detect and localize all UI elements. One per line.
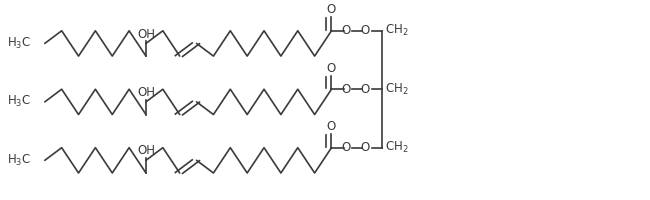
Text: O: O bbox=[327, 62, 336, 75]
Text: $\mathregular{CH_2}$: $\mathregular{CH_2}$ bbox=[385, 82, 408, 97]
Text: O: O bbox=[341, 141, 350, 154]
Text: $\mathregular{H_3C}$: $\mathregular{H_3C}$ bbox=[7, 36, 31, 51]
Text: $\mathregular{H_3C}$: $\mathregular{H_3C}$ bbox=[7, 94, 31, 109]
Text: $\mathregular{H_3C}$: $\mathregular{H_3C}$ bbox=[7, 153, 31, 168]
Text: O: O bbox=[327, 120, 336, 133]
Text: O: O bbox=[341, 83, 350, 96]
Text: OH: OH bbox=[137, 86, 155, 99]
Text: OH: OH bbox=[137, 144, 155, 157]
Text: OH: OH bbox=[137, 28, 155, 41]
Text: O: O bbox=[361, 83, 370, 96]
Text: O: O bbox=[361, 24, 370, 37]
Text: O: O bbox=[361, 141, 370, 154]
Text: $\mathregular{CH_2}$: $\mathregular{CH_2}$ bbox=[385, 140, 408, 155]
Text: $\mathregular{CH_2}$: $\mathregular{CH_2}$ bbox=[385, 23, 408, 38]
Text: O: O bbox=[327, 3, 336, 16]
Text: O: O bbox=[341, 24, 350, 37]
